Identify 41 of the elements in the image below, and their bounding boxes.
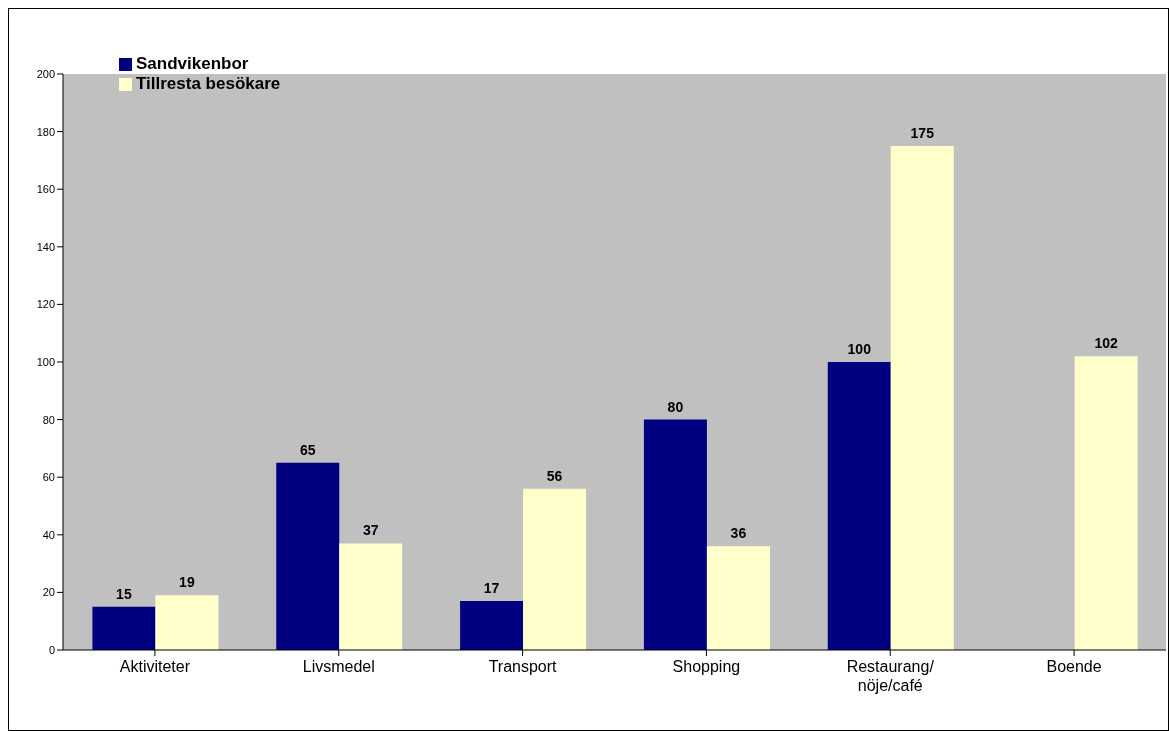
data-label: 56 <box>546 467 563 484</box>
data-label: 100 <box>847 341 872 357</box>
y-tick-label: 200 <box>36 67 55 80</box>
y-tick-label: 0 <box>48 643 55 656</box>
x-tick-label: Aktiviteter <box>119 658 191 675</box>
x-tick-label: Restaurang/nöje/café <box>846 658 935 694</box>
y-tick-label: 80 <box>42 413 55 426</box>
legend-label: Tillresta besökare <box>136 74 281 93</box>
data-label: 15 <box>116 585 132 602</box>
data-label: 102 <box>1094 335 1118 352</box>
data-label: 175 <box>910 125 935 141</box>
y-tick-label: 40 <box>42 528 55 541</box>
data-label: 65 <box>299 441 316 458</box>
x-tick-label: Shopping <box>672 658 741 675</box>
data-label: 80 <box>667 398 684 415</box>
x-tick-label: Boende <box>1046 658 1102 675</box>
bar <box>643 419 707 650</box>
data-label: 17 <box>483 580 500 597</box>
bar <box>890 146 954 650</box>
x-tick-label: Livsmedel <box>302 658 375 675</box>
bar <box>276 462 340 650</box>
y-tick-label: 140 <box>36 240 55 253</box>
bar <box>706 546 770 650</box>
bar <box>827 362 891 650</box>
y-tick-label: 20 <box>42 586 55 599</box>
x-tick-label: Transport <box>488 658 558 675</box>
y-tick-label: 60 <box>42 471 55 484</box>
bar <box>1074 356 1138 650</box>
bar <box>460 601 524 650</box>
legend-label: Sandvikenbor <box>136 54 249 73</box>
y-tick-label: 120 <box>36 298 55 311</box>
data-label: 19 <box>179 574 195 591</box>
data-label: 37 <box>362 522 379 539</box>
y-tick-label: 160 <box>36 183 55 196</box>
bar <box>92 606 156 650</box>
y-tick-label: 180 <box>36 125 55 138</box>
bar <box>155 595 219 650</box>
data-label: 36 <box>730 525 747 542</box>
bar <box>523 488 587 650</box>
bar <box>339 543 403 650</box>
y-tick-label: 100 <box>36 355 55 368</box>
